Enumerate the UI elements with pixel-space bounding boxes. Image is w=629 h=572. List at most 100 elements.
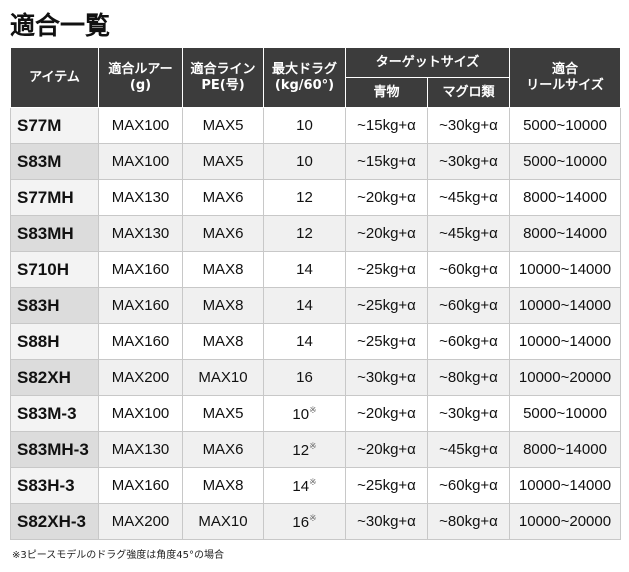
table-cell: 14※ xyxy=(263,467,346,504)
header-text: 適合 xyxy=(551,61,578,77)
table-cell: 12※ xyxy=(263,431,346,468)
table-cell: S77MH xyxy=(10,179,99,216)
table-cell: ~25kg+α xyxy=(345,251,428,288)
table-cell: MAX100 xyxy=(98,107,183,144)
table-cell: 5000~10000 xyxy=(509,107,621,144)
table-cell: 10 xyxy=(263,143,346,180)
footnote: ※3ピースモデルのドラグ強度は角度45°の場合 xyxy=(12,550,224,561)
table-cell: ~25kg+α xyxy=(345,323,428,360)
table-cell: MAX8 xyxy=(182,467,264,504)
table-body: S77M MAX100 MAX5 10 ~15kg+α ~30kg+α 5000~10000… xyxy=(10,107,621,540)
header-row: 青物 マグロ類 xyxy=(11,77,621,108)
header-text: マグロ類 xyxy=(442,84,495,100)
table-cell: 10 xyxy=(263,107,346,144)
table-cell: MAX6 xyxy=(182,215,264,252)
header-cell: アイテム xyxy=(10,47,99,108)
table-cell: S710H xyxy=(10,251,99,288)
table-cell: MAX160 xyxy=(98,323,183,360)
table-cell: ~20kg+α xyxy=(345,215,428,252)
table-row: S77MH MAX130 MAX6 12 ~20kg+α ~45kg+α 8000~1400… xyxy=(10,179,621,216)
header-cell: 青物 xyxy=(345,77,428,108)
table-cell: ~30kg+α xyxy=(427,395,510,432)
header-text: 青物 xyxy=(373,84,400,100)
table-cell: ~20kg+α xyxy=(345,431,428,468)
table-cell: MAX160 xyxy=(98,251,183,288)
table-cell: S83MH xyxy=(10,215,99,252)
table-cell: ~60kg+α xyxy=(427,467,510,504)
table-cell: 14 xyxy=(263,287,346,324)
table-row: S83MH-3 MAX130 MAX6 12※ ~20kg+α ~45kg+α 8000~1… xyxy=(10,431,621,468)
table-cell: S83M xyxy=(10,143,99,180)
header-cell: 適合ライン PE(号) xyxy=(182,47,264,108)
table-cell: MAX8 xyxy=(182,251,264,288)
table-cell: 12 xyxy=(263,179,346,216)
header-cell: 適合 リールサイズ xyxy=(509,47,621,108)
header-text: ターゲットサイズ xyxy=(375,54,480,70)
note-mark: ※ xyxy=(309,512,317,523)
table-row: S77M MAX100 MAX5 10 ~15kg+α ~30kg+α 5000~10000 xyxy=(10,107,621,144)
table-cell: MAX10 xyxy=(182,503,264,540)
table-cell: 10000~20000 xyxy=(509,503,621,540)
table-cell: MAX8 xyxy=(182,323,264,360)
table-row: S83H MAX160 MAX8 14 ~25kg+α ~60kg+α 10000~1400… xyxy=(10,287,621,324)
table-cell: 16※ xyxy=(263,503,346,540)
table-row: S82XH-3 MAX200 MAX10 16※ ~30kg+α ~80kg+α 10000… xyxy=(10,503,621,540)
header-text: PE(号) xyxy=(201,77,245,93)
table-cell: MAX5 xyxy=(182,143,264,180)
table-cell: MAX5 xyxy=(182,395,264,432)
header-text: (kg/60°) xyxy=(274,77,335,93)
header-text: アイテム xyxy=(29,69,80,85)
table-cell: MAX5 xyxy=(182,107,264,144)
table-cell: MAX10 xyxy=(182,359,264,396)
table-row: S88H MAX160 MAX8 14 ~25kg+α ~60kg+α 10000~1400… xyxy=(10,323,621,360)
note-mark: ※ xyxy=(309,440,317,451)
table-cell: 8000~14000 xyxy=(509,431,621,468)
table-cell: 10000~14000 xyxy=(509,323,621,360)
table-cell: 10000~14000 xyxy=(509,251,621,288)
table-cell: S82XH xyxy=(10,359,99,396)
table-cell: ~25kg+α xyxy=(345,287,428,324)
table-cell: MAX200 xyxy=(98,359,183,396)
table-cell: ~80kg+α xyxy=(427,359,510,396)
table-cell: 10000~14000 xyxy=(509,287,621,324)
table-row: S83M MAX100 MAX5 10 ~15kg+α ~30kg+α 5000~10000 xyxy=(10,143,621,180)
table-cell: S83H xyxy=(10,287,99,324)
header-cell: 適合ルアー (g) xyxy=(98,47,183,108)
table-cell: 8000~14000 xyxy=(509,215,621,252)
table-cell: 14 xyxy=(263,323,346,360)
table-cell: MAX6 xyxy=(182,431,264,468)
table-cell: MAX100 xyxy=(98,395,183,432)
table-cell: ~60kg+α xyxy=(427,323,510,360)
table-cell: 14 xyxy=(263,251,346,288)
note-mark: ※ xyxy=(309,404,317,415)
table-cell: ~30kg+α xyxy=(345,503,428,540)
table-cell: 5000~10000 xyxy=(509,143,621,180)
table-cell: MAX130 xyxy=(98,431,183,468)
table-cell: MAX130 xyxy=(98,179,183,216)
table-row: S83H-3 MAX160 MAX8 14※ ~25kg+α ~60kg+α 10000~1… xyxy=(10,467,621,504)
table-cell: ~15kg+α xyxy=(345,107,428,144)
header-cell: 最大ドラグ (kg/60°) xyxy=(263,47,346,108)
table-cell: ~30kg+α xyxy=(345,359,428,396)
table-cell: MAX160 xyxy=(98,287,183,324)
table-cell: S83M-3 xyxy=(10,395,99,432)
table-cell: ~30kg+α xyxy=(427,107,510,144)
table-cell: 8000~14000 xyxy=(509,179,621,216)
header-row: アイテム 適合ルアー (g) 適合ライン PE(号) 最大ドラグ (kg/60°) タ… xyxy=(10,47,621,108)
table-header: アイテム 適合ルアー (g) 適合ライン PE(号) 最大ドラグ (kg/60°) タ… xyxy=(10,47,621,108)
table-cell: S83H-3 xyxy=(10,467,99,504)
table-cell: 5000~10000 xyxy=(509,395,621,432)
header-cell: マグロ類 xyxy=(427,77,510,108)
table-cell: 12 xyxy=(263,215,346,252)
header-text: 最大ドラグ xyxy=(271,61,337,77)
table-row: S83MH MAX130 MAX6 12 ~20kg+α ~45kg+α 8000~1400… xyxy=(10,215,621,252)
table-cell: S77M xyxy=(10,107,99,144)
cell-text: 12 xyxy=(292,441,310,459)
header-text: 適合ルアー xyxy=(108,61,173,77)
table-cell: ~25kg+α xyxy=(345,467,428,504)
table-cell: 10000~14000 xyxy=(509,467,621,504)
table-cell: ~30kg+α xyxy=(427,143,510,180)
table-cell: 10000~20000 xyxy=(509,359,621,396)
table-cell: ~60kg+α xyxy=(427,287,510,324)
